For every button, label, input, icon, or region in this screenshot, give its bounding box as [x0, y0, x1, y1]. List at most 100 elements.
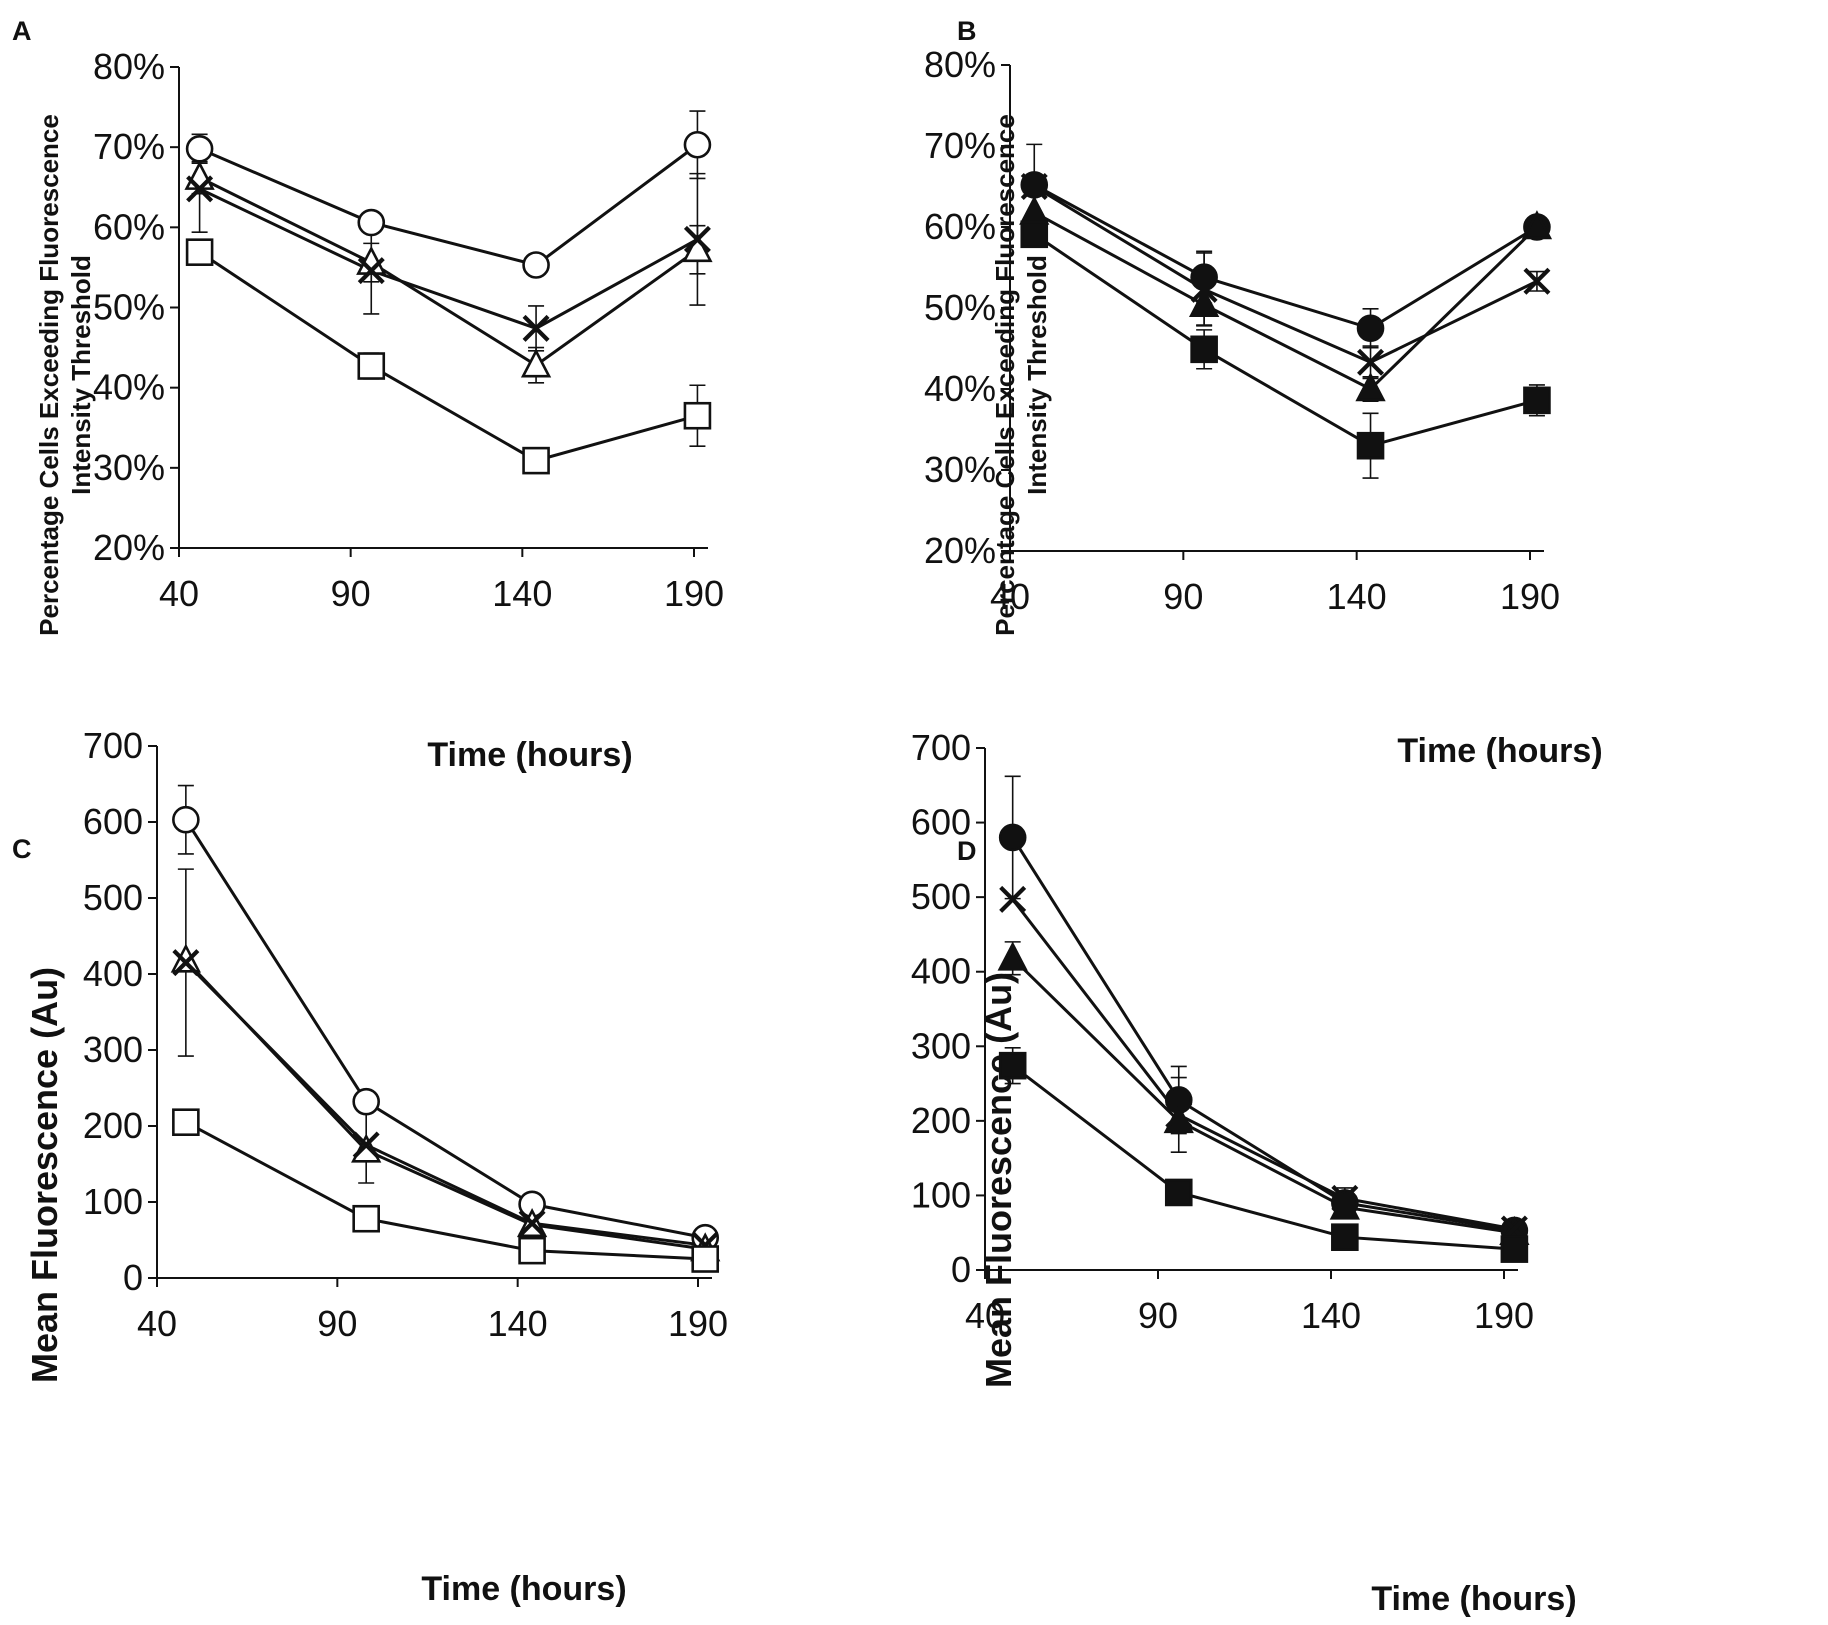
- panel-b-point-triangle: [1355, 372, 1386, 402]
- panel-c-point-cross: [352, 1131, 380, 1159]
- panel-d-x-title: Time (hours): [1371, 1580, 1576, 1618]
- panel-b-point-square: [1356, 431, 1385, 460]
- panel-b-y-tick-label: 60%: [924, 206, 996, 247]
- panel-b-x-tick-label: 190: [1500, 576, 1560, 617]
- panel-c-point-cross: [172, 949, 200, 977]
- panel-b-point-square: [1190, 335, 1218, 364]
- panel-c-x-tick-label: 90: [317, 1303, 357, 1344]
- panel-c-point-square: [518, 1236, 546, 1265]
- panel-d-plot: 0 100 200 300 400 500 600 700 40 90 140 190: [911, 727, 1534, 1336]
- panel-a-y-tick-label: 70%: [93, 126, 165, 167]
- panel-d-x-tick-label: 140: [1301, 1295, 1361, 1336]
- panel-d-y-tick-label: 600: [911, 802, 971, 843]
- panel-a-point-cross: [357, 257, 385, 285]
- panel-c-series-line: [184, 959, 706, 1251]
- panel-b-series-line: [1033, 183, 1538, 330]
- panel-d-series-line: [1011, 1064, 1515, 1251]
- panel-b-point-circle: [1190, 263, 1218, 292]
- panel-c-x-title: Time (hours): [421, 1570, 626, 1608]
- panel-a-point-cross: [522, 314, 550, 342]
- panel-a-x-tick-label: 90: [331, 573, 371, 614]
- panel-a-y-tick-label: 40%: [93, 367, 165, 408]
- panel-c-point-circle: [352, 1087, 380, 1116]
- panel-d-point-square: [1331, 1223, 1359, 1251]
- panel-b-x-title: Time (hours): [1397, 732, 1602, 770]
- panel-c-series-square: [185, 1120, 706, 1261]
- panel-d-y-tick-label: 0: [951, 1249, 971, 1290]
- panel-b-point-cross: [1020, 173, 1048, 200]
- panel-b-y-tick-label: 30%: [924, 449, 996, 490]
- panel-a-point-circle: [522, 251, 550, 279]
- panel-a-point-triangle: [356, 245, 387, 275]
- panel-b-y-tick-label: 20%: [924, 530, 996, 571]
- panel-b-series-line: [1033, 185, 1538, 364]
- panel-b-point-square: [1020, 220, 1049, 249]
- panel-b-point-triangle: [1188, 287, 1220, 318]
- panel-a-point-cross: [186, 175, 214, 203]
- panel-d-point-square: [998, 1051, 1027, 1080]
- panel-d-x-tick-label: 190: [1474, 1295, 1534, 1336]
- panel-a-point-square: [683, 401, 712, 430]
- panel-b-point-circle: [1356, 314, 1385, 343]
- panel-d: D Mean Fluorescence (Au) Time (hours) 01…: [911, 727, 1577, 1618]
- panel-d-point-square: [1500, 1235, 1529, 1263]
- panel-d-point-triangle: [997, 941, 1028, 971]
- panel-d-letter: D: [957, 836, 977, 866]
- panel-b-point-square: [1523, 386, 1551, 415]
- panel-c-point-square: [172, 1108, 200, 1136]
- panel-c-plot: 0 100 200 300 400 500 600 700 40 90 140 190: [83, 725, 728, 1344]
- panel-a-point-square: [185, 238, 214, 266]
- panel-a-point-cross: [683, 225, 711, 253]
- panel-c-series-line: [185, 1120, 706, 1261]
- panel-b-series-line: [1033, 233, 1538, 448]
- panel-c-letter: C: [12, 834, 32, 864]
- panel-a-point-square: [357, 352, 386, 380]
- panel-d-point-circle: [998, 823, 1027, 852]
- panel-a-point-triangle: [184, 160, 215, 190]
- panel-c-y-tick-label: 600: [83, 801, 143, 842]
- panel-b-point-triangle: [1019, 195, 1050, 225]
- panel-a-series-square: [198, 250, 706, 472]
- panel-d-series-line: [1011, 957, 1515, 1235]
- panel-d-point-cross: [1165, 1101, 1193, 1129]
- panel-a-point-circle: [683, 130, 712, 159]
- panel-a-y-tick-label: 80%: [93, 46, 165, 87]
- panel-c-y-title: Mean Fluorescence (Au): [24, 967, 65, 1383]
- panel-b-plot: 20% 30% 40% 50% 60% 70% 80% 40 90 140 190: [924, 44, 1560, 617]
- panel-b-y-tick-label: 70%: [924, 125, 996, 166]
- panel-d-point-cross: [1331, 1184, 1359, 1212]
- panel-d-series-triangle: [1004, 941, 1515, 1235]
- panel-a-y-title-line-2: Intensity Threshold: [66, 255, 96, 495]
- panel-a-letter: A: [12, 16, 32, 46]
- panel-a-point-triangle: [520, 348, 552, 378]
- panel-a-y-tick-label: 20%: [93, 527, 165, 568]
- panel-b-series-square: [1033, 233, 1545, 479]
- panel-b-series-triangle: [1033, 211, 1538, 402]
- panel-d-y-tick-label: 200: [911, 1100, 971, 1141]
- panel-a-series-cross: [191, 144, 706, 352]
- panel-d-y-tick-label: 100: [911, 1174, 971, 1215]
- panel-d-x-tick-label: 90: [1138, 1295, 1178, 1336]
- panel-b-x-tick-label: 140: [1327, 576, 1387, 617]
- panel-c-point-circle: [172, 805, 200, 834]
- panel-d-series-line: [1011, 836, 1515, 1232]
- panel-c-x-tick-label: 190: [668, 1303, 728, 1344]
- panel-c-point-cross: [518, 1209, 546, 1237]
- panel-b-point-triangle: [1521, 210, 1553, 240]
- panel-c-x-tick-label: 140: [488, 1303, 548, 1344]
- panel-a-series-line: [198, 176, 699, 368]
- panel-a-series-line: [198, 187, 699, 330]
- panel-a-x-tick-label: 40: [159, 573, 199, 614]
- panel-b-point-cross: [1357, 348, 1385, 376]
- panel-b-point-cross: [1190, 275, 1218, 303]
- panel-b: B Percentage Cells Exceeding Fluorescenc…: [924, 16, 1603, 770]
- panel-c-x-tick-label: 40: [137, 1303, 177, 1344]
- panel-a-plot: 20% 30% 40% 50% 60% 70% 80% 40 90 140 190: [93, 46, 724, 614]
- panel-a-y-tick-label: 50%: [93, 287, 165, 328]
- panel-d-point-cross: [999, 885, 1027, 913]
- panel-c-y-tick-label: 300: [83, 1029, 143, 1070]
- panel-b-x-tick-label: 90: [1163, 576, 1203, 617]
- panel-b-letter: B: [957, 16, 977, 46]
- panel-d-point-square: [1164, 1178, 1193, 1207]
